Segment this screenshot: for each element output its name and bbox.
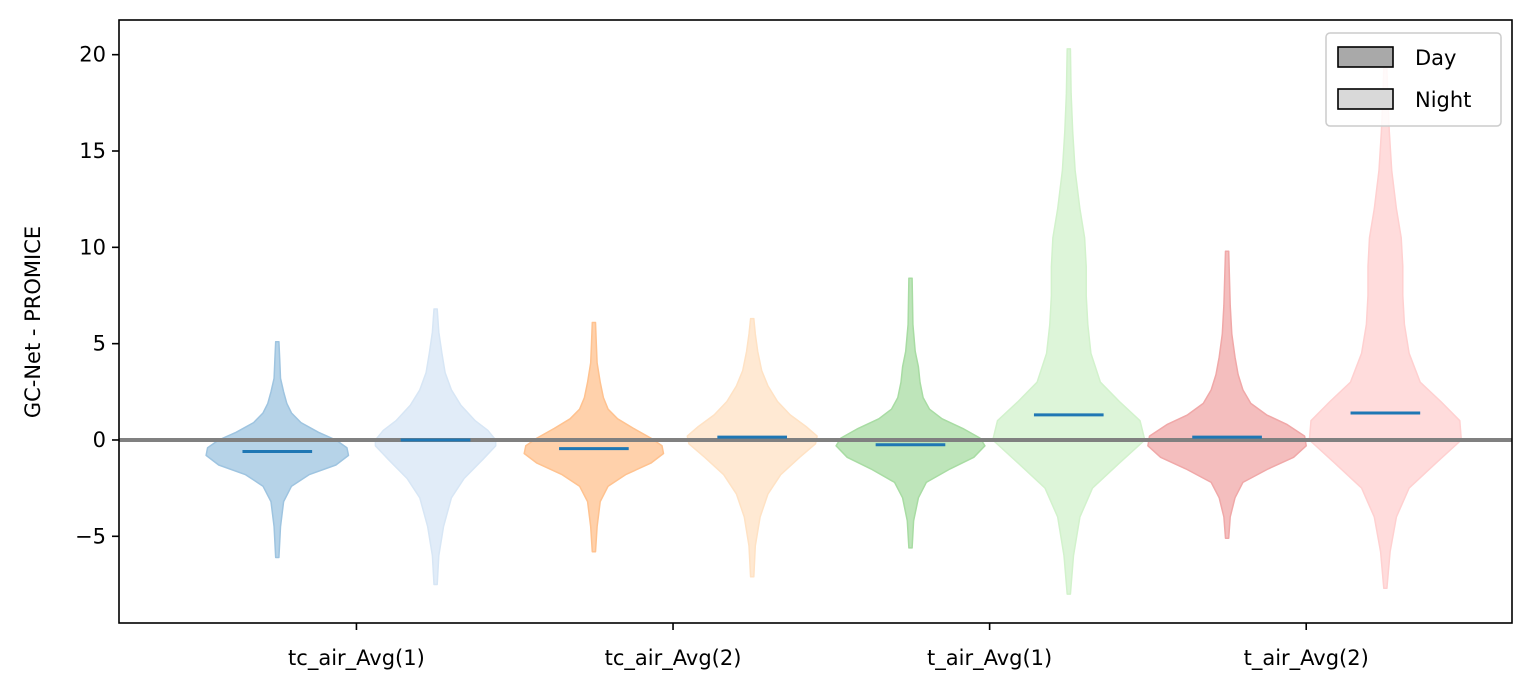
violin-3	[686, 317, 818, 578]
legend-swatch-0	[1337, 46, 1394, 68]
median-group	[242, 411, 1421, 454]
y-tick-label-5: 20	[79, 43, 106, 67]
y-axis: −5 0 5 10 15 20	[75, 43, 119, 548]
x-axis: tc_air_Avg(1) tc_air_Avg(2) t_air_Avg(1) t_…	[288, 623, 1369, 671]
x-tick-label-0: tc_air_Avg(1)	[288, 646, 425, 671]
x-tick-label-1: tc_air_Avg(2)	[605, 646, 742, 671]
legend-label-0: Day	[1415, 46, 1456, 70]
x-tick-label-2: t_air_Avg(1)	[927, 646, 1052, 671]
y-tick-label-2: 5	[93, 332, 106, 356]
violin-4	[835, 277, 986, 549]
violin-group	[205, 48, 1463, 595]
legend-label-1: Night	[1415, 88, 1471, 112]
y-axis-label: GC-Net - PROMICE	[21, 226, 45, 418]
x-tick-label-3: t_air_Avg(2)	[1244, 646, 1369, 671]
violin-5	[992, 48, 1146, 595]
violin-6	[1147, 250, 1307, 539]
y-tick-label-3: 10	[79, 235, 106, 259]
y-tick-label-1: 0	[93, 428, 106, 452]
violin-1	[374, 308, 497, 586]
legend: Day Night	[1325, 32, 1502, 127]
violin-0	[205, 340, 350, 559]
y-tick-label-4: 15	[79, 139, 106, 163]
violin-2	[523, 321, 665, 553]
legend-swatch-1	[1337, 88, 1394, 110]
y-tick-label-0: −5	[75, 524, 106, 548]
plot-frame	[118, 19, 1513, 624]
